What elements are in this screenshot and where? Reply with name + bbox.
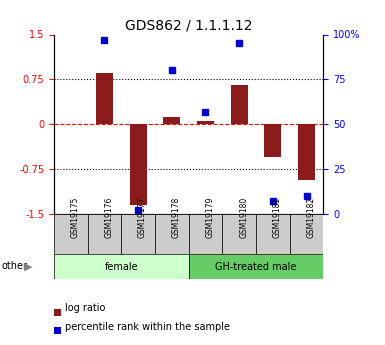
Text: GSM19180: GSM19180 (239, 196, 248, 238)
Bar (121, 214, 155, 254)
Bar (88, 214, 121, 254)
Text: female: female (104, 262, 138, 272)
Bar (189, 254, 323, 279)
Bar (54, 327, 61, 334)
Bar (163, 117, 180, 124)
Text: GSM19176: GSM19176 (104, 196, 114, 238)
Bar (298, 124, 315, 180)
Text: percentile rank within the sample: percentile rank within the sample (65, 322, 230, 332)
Bar (231, 85, 248, 124)
Bar (256, 214, 290, 254)
Bar (54, 254, 189, 279)
Bar (54, 309, 61, 316)
Text: ▶: ▶ (23, 262, 32, 271)
Text: GSM19182: GSM19182 (306, 197, 316, 238)
Text: GSM19175: GSM19175 (71, 196, 80, 238)
Bar (264, 124, 281, 157)
Text: log ratio: log ratio (65, 303, 105, 313)
Text: GDS862 / 1.1.1.12: GDS862 / 1.1.1.12 (125, 19, 253, 33)
Bar (290, 214, 323, 254)
Bar (130, 124, 147, 205)
Text: GSM19179: GSM19179 (206, 196, 214, 238)
Bar (189, 214, 223, 254)
Bar (54, 214, 88, 254)
Bar (223, 214, 256, 254)
Bar (197, 121, 214, 124)
Bar (155, 214, 189, 254)
Text: other: other (2, 262, 28, 271)
Text: GSM19178: GSM19178 (172, 196, 181, 238)
Text: GH-treated male: GH-treated male (215, 262, 297, 272)
Text: GSM19181: GSM19181 (273, 197, 282, 238)
Bar (96, 73, 113, 124)
Text: GSM19177: GSM19177 (138, 196, 147, 238)
